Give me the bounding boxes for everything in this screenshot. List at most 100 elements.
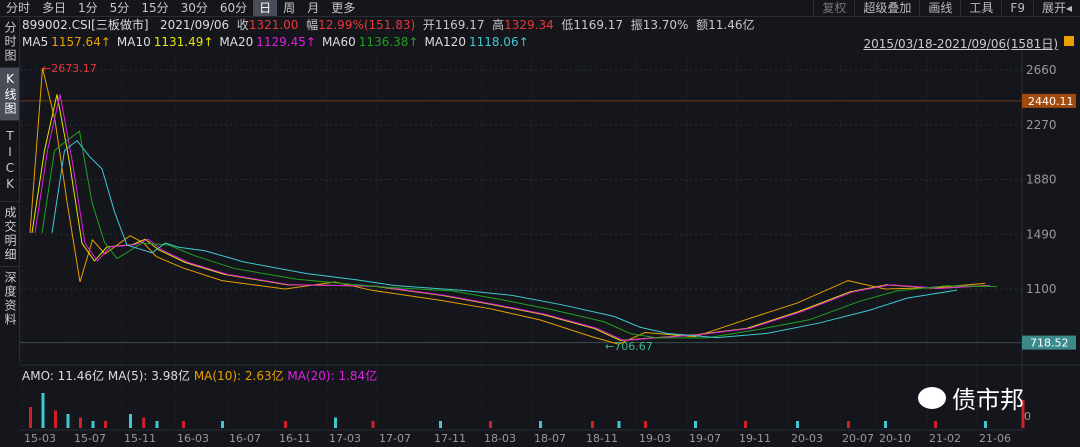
sidebar-item-kline[interactable]: K线图 xyxy=(0,68,19,121)
period-tabs: 分时 多日 1分 5分 15分 30分 60分日周月更多 xyxy=(0,0,1080,17)
tab-7[interactable]: 日 xyxy=(253,0,278,16)
security-code: 899002.CSI[三板做市] xyxy=(22,18,149,32)
reference-badge-top xyxy=(1022,93,1076,108)
tool-2[interactable]: 画线 xyxy=(919,0,960,17)
x-tick-label: 15-07 xyxy=(74,432,106,445)
ma-value: 1136.38↑ xyxy=(358,35,419,49)
sidebar-item-intraday[interactable]: 分时图 xyxy=(0,17,19,68)
lock-icon[interactable] xyxy=(1064,36,1074,46)
volume-bar xyxy=(54,410,57,428)
amplitude-value: 13.70% xyxy=(642,18,689,32)
x-tick-label: 15-03 xyxy=(24,432,56,445)
tool-5[interactable]: 展开◂ xyxy=(1032,0,1080,17)
x-tick-label: 16-03 xyxy=(177,432,209,445)
watermark-text: 债市邦 xyxy=(952,386,1024,414)
tab-0[interactable]: 分时 xyxy=(6,1,31,15)
x-tick-label: 21-02 xyxy=(929,432,961,445)
volume-bar xyxy=(617,421,621,428)
volume-bar xyxy=(79,417,82,428)
close-value: 1321.00 xyxy=(248,18,299,32)
volume-bar xyxy=(142,417,146,428)
reference-label-top: 2440.11 xyxy=(1028,95,1074,108)
volume-bar xyxy=(884,421,887,428)
tab-1[interactable]: 多日 xyxy=(42,1,67,15)
x-tick-label: 19-07 xyxy=(689,432,721,445)
volume-bar xyxy=(744,421,747,428)
x-tick-label: 17-07 xyxy=(379,432,411,445)
volume-bar xyxy=(129,414,132,428)
volume-bar xyxy=(847,421,850,428)
sidebar-item-tick[interactable]: TICK xyxy=(0,121,19,202)
tool-3[interactable]: 工具 xyxy=(960,0,1001,17)
x-tick-label: 18-11 xyxy=(586,432,618,445)
tab-4[interactable]: 15分 xyxy=(141,1,169,15)
volume-bar xyxy=(91,421,95,428)
open-label: 开 xyxy=(422,18,435,32)
close-label: 收 xyxy=(236,18,249,32)
volume-axis-zero: 0 xyxy=(1024,410,1031,423)
open-value: 1169.17 xyxy=(434,18,485,32)
volume-bar xyxy=(41,393,45,428)
tab-8[interactable]: 周 xyxy=(283,1,296,15)
volume-bar xyxy=(1021,400,1025,428)
tab-3[interactable]: 5分 xyxy=(109,1,130,15)
toolbar: 复权 超级叠加 画线 工具 F9 展开◂ xyxy=(813,0,1080,17)
x-tick-label: 20-03 xyxy=(791,432,823,445)
watermark: 债市邦 xyxy=(918,380,1024,415)
volume-bar xyxy=(644,421,647,428)
ma-value: 1157.64↑ xyxy=(51,35,111,49)
wechat-icon xyxy=(918,386,946,409)
x-tick-label: 21-06 xyxy=(979,432,1011,445)
change-value: 12.99%(151.83) xyxy=(318,18,416,32)
ma-value: 1129.45↑ xyxy=(256,35,316,49)
tab-6[interactable]: 60分 xyxy=(219,1,248,15)
sidebar-item-label: 分时图 xyxy=(3,21,17,63)
y-tick-label: 2660 xyxy=(1026,63,1057,77)
tool-1[interactable]: 超级叠加 xyxy=(854,0,919,17)
tab-2[interactable]: 1分 xyxy=(78,1,98,15)
volume-bar xyxy=(439,421,442,428)
max-price-label: ←2673.17 xyxy=(42,62,97,75)
volume-bar xyxy=(591,421,594,428)
volume-bar xyxy=(284,421,287,428)
sidebar-item-depth-data[interactable]: 深度资料 xyxy=(0,267,19,331)
x-tick-label: 20-07 xyxy=(842,432,874,445)
sidebar-item-label: 成交明细 xyxy=(3,206,17,262)
low-value: 1169.17 xyxy=(573,18,624,32)
ma5-line xyxy=(29,68,986,345)
low-label: 低 xyxy=(561,18,574,32)
quote-date: 2021/09/06 xyxy=(159,18,230,32)
tab-10[interactable]: 更多 xyxy=(331,1,356,15)
amount-value: 11.46亿 xyxy=(708,18,755,32)
x-tick-label: 19-03 xyxy=(639,432,671,445)
volume-bar xyxy=(984,421,987,428)
volume-bar xyxy=(221,421,224,428)
amo-ma10: MA(10): 2.63亿 xyxy=(193,369,284,383)
ma-value: 1131.49↑ xyxy=(153,35,214,49)
amount-label: 额 xyxy=(696,18,709,32)
min-price-label: ←706.67 xyxy=(605,340,653,353)
x-tick-label: 15-11 xyxy=(124,432,156,445)
high-value: 1329.34 xyxy=(504,18,554,32)
sidebar-item-label: TICK xyxy=(3,129,17,193)
tool-4[interactable]: F9 xyxy=(1001,0,1033,17)
date-range[interactable]: 2015/03/18-2021/09/06(1581日) xyxy=(863,37,1058,51)
tab-5[interactable]: 30分 xyxy=(180,1,208,15)
y-tick-label: 1490 xyxy=(1026,227,1057,241)
x-tick-label: 16-11 xyxy=(279,432,311,445)
sidebar-item-trade-details[interactable]: 成交明细 xyxy=(0,202,19,267)
volume-bar xyxy=(155,421,159,428)
volume-bar xyxy=(182,421,185,428)
x-tick-label: 17-03 xyxy=(329,432,361,445)
ma60-line xyxy=(41,130,998,339)
ma-value: 1118.06↑ xyxy=(468,35,529,49)
tab-9[interactable]: 月 xyxy=(307,1,320,15)
ma20-line xyxy=(34,94,991,341)
tool-0[interactable]: 复权 xyxy=(813,0,854,17)
x-tick-label: 17-11 xyxy=(434,432,466,445)
volume-bar xyxy=(334,417,337,428)
change-label: 幅 xyxy=(306,18,319,32)
y-tick-label: 1880 xyxy=(1026,173,1057,187)
volume-bar xyxy=(66,414,70,428)
